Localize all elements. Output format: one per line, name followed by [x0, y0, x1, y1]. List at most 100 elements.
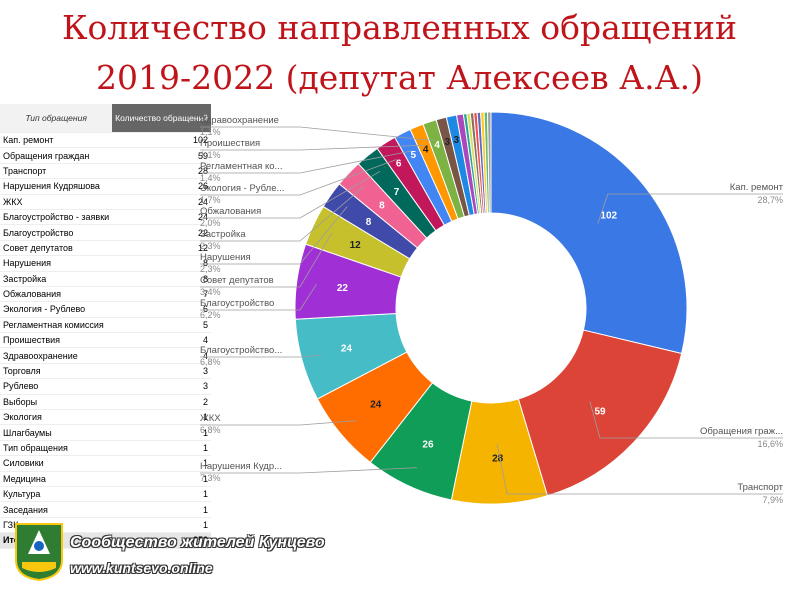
callout-name-label: Транспорт [737, 482, 783, 493]
chart-title-line-2: 2019-2022 (депутат Алексеев А.А.) [96, 58, 703, 97]
callout-leader-line [200, 354, 322, 358]
table-cell-count: 1 [112, 486, 212, 503]
table-row: Обжалования 7 [0, 286, 212, 303]
table-cell-count: 1 [112, 409, 212, 426]
callout-name-label: Нарушения Кудр... [200, 461, 282, 472]
callout-percent-label: 1,7% [200, 195, 221, 205]
callout-name-label: Проишествия [200, 138, 260, 149]
slice-value-label: 4 [434, 140, 440, 151]
table-header-type: Тип обращения [0, 104, 113, 133]
table-cell-count: 3 [112, 363, 212, 380]
table-cell-count: 28 [112, 163, 212, 180]
table-cell-type: Совет депутатов [0, 240, 113, 257]
callout-percent-label: 1,1% [200, 127, 221, 137]
table-cell-count: 6 [112, 301, 212, 318]
table-row: Экология - Рублево 6 [0, 301, 212, 318]
slice-value-label: 7 [394, 187, 400, 198]
slice-value-label: 28 [492, 453, 504, 464]
callout-percent-label: 2,0% [200, 218, 221, 228]
kuntsevo-emblem-icon [15, 523, 63, 582]
slice-value-label: 5 [410, 150, 416, 161]
table-row: Проишествия 4 [0, 332, 212, 349]
callout-percent-label: 6,8% [200, 425, 221, 435]
table-cell-type: Регламентная комиссия [0, 317, 113, 334]
callout-percent-label: 6,2% [200, 310, 221, 320]
table-cell-type: Кап. ремонт [0, 132, 113, 149]
slice-value-label: 6 [396, 158, 402, 169]
table-row: Рублево 3 [0, 378, 212, 395]
callout-name-label: Кап. ремонт [730, 182, 784, 193]
table-cell-type: Проишествия [0, 332, 113, 349]
table-cell-type: ЖКХ [0, 194, 113, 210]
table-row: Культура 1 [0, 486, 212, 503]
table-row: Застройка 8 [0, 271, 212, 287]
table-cell-count: 4 [112, 347, 212, 364]
table-row: ЖКХ 24 [0, 194, 212, 210]
callout-percent-label: 6,8% [200, 357, 221, 367]
table-cell-type: Силовики [0, 455, 113, 472]
callout-leader-line [200, 206, 348, 265]
community-website: www.kuntsevo.online [70, 560, 213, 576]
table-cell-type: Экология [0, 409, 113, 426]
slice-value-label: 8 [366, 217, 372, 228]
table-cell-count: 1 [112, 471, 212, 487]
slice-value-label: 3 [445, 137, 451, 148]
table-cell-type: Заседания [0, 501, 113, 518]
callout-leader-line [200, 170, 381, 219]
slice-value-label: 4 [423, 144, 429, 155]
table-row: Тип обращения 1 [0, 440, 212, 457]
callout-name-label: Здравоохранение [200, 115, 279, 126]
callout-percent-label: 7,9% [762, 495, 783, 505]
slice-value-label: 24 [370, 400, 382, 411]
table-cell-count: 1 [112, 501, 212, 518]
callout-percent-label: 1,1% [200, 150, 221, 160]
callout-leader-line [200, 420, 356, 426]
table-cell-type: Выборы [0, 394, 113, 411]
table-row: Благоустройство - заявки 24 [0, 209, 212, 226]
slice-value-label: 24 [341, 343, 353, 354]
table-cell-type: Культура [0, 486, 113, 503]
table-row: Кап. ремонт 102 [0, 132, 212, 149]
chart-title-line-1: Количество направленных обращений [61, 8, 737, 47]
table-row: Обращения граждан 59 [0, 147, 212, 164]
table-row: Здравоохранение 4 [0, 347, 212, 364]
table-cell-type: Обращения граждан [0, 147, 113, 164]
table-cell-type: Застройка [0, 271, 113, 287]
table-row: Транспорт 28 [0, 163, 212, 180]
donut-slice [490, 111, 688, 355]
table-body: Кап. ремонт 102 Обращения граждан 59 Транспо… [0, 132, 212, 534]
table-cell-count: 12 [112, 240, 212, 257]
slice-value-label: 22 [337, 283, 349, 294]
table-cell-count: 8 [112, 271, 212, 287]
table-cell-type: Шлагбаумы [0, 424, 113, 441]
table-cell-type: Нарушения [0, 255, 113, 272]
table-cell-count: 1 [112, 440, 212, 457]
table-cell-type: Нарушения Кудряшова [0, 178, 113, 195]
slice-value-label: 8 [379, 201, 385, 212]
table-cell-count: 102 [112, 132, 212, 149]
table-row: Выборы 2 [0, 394, 212, 411]
callout-leader-line [200, 144, 425, 151]
callout-leader-line [496, 443, 783, 495]
callout-leader-line [589, 401, 783, 439]
donut-slice [487, 111, 492, 214]
table-row: Нарушения 8 [0, 255, 212, 272]
table-cell-count: 26 [112, 178, 212, 195]
table-row: Благоустройство 22 [0, 224, 212, 241]
table-cell-type: Рублево [0, 378, 113, 395]
callout-name-label: Застройка [200, 229, 246, 240]
callout-percent-label: 7,3% [200, 473, 221, 483]
table-row: Торговля 3 [0, 363, 212, 380]
table-cell-type: Тип обращения [0, 440, 113, 457]
callout-name-label: Благоустройство... [200, 345, 282, 356]
table-total-value: 352 [112, 532, 212, 549]
callout-leader-line [200, 159, 397, 196]
callout-percent-label: 2,3% [200, 241, 221, 251]
table-header-count: Количество обращений [112, 104, 212, 133]
callout-name-label: Нарушения [200, 252, 251, 263]
slice-value-label: 102 [600, 211, 617, 222]
callout-percent-label: 28,7% [757, 195, 783, 205]
table-cell-count: 4 [112, 332, 212, 349]
slice-value-label: 12 [350, 240, 362, 251]
